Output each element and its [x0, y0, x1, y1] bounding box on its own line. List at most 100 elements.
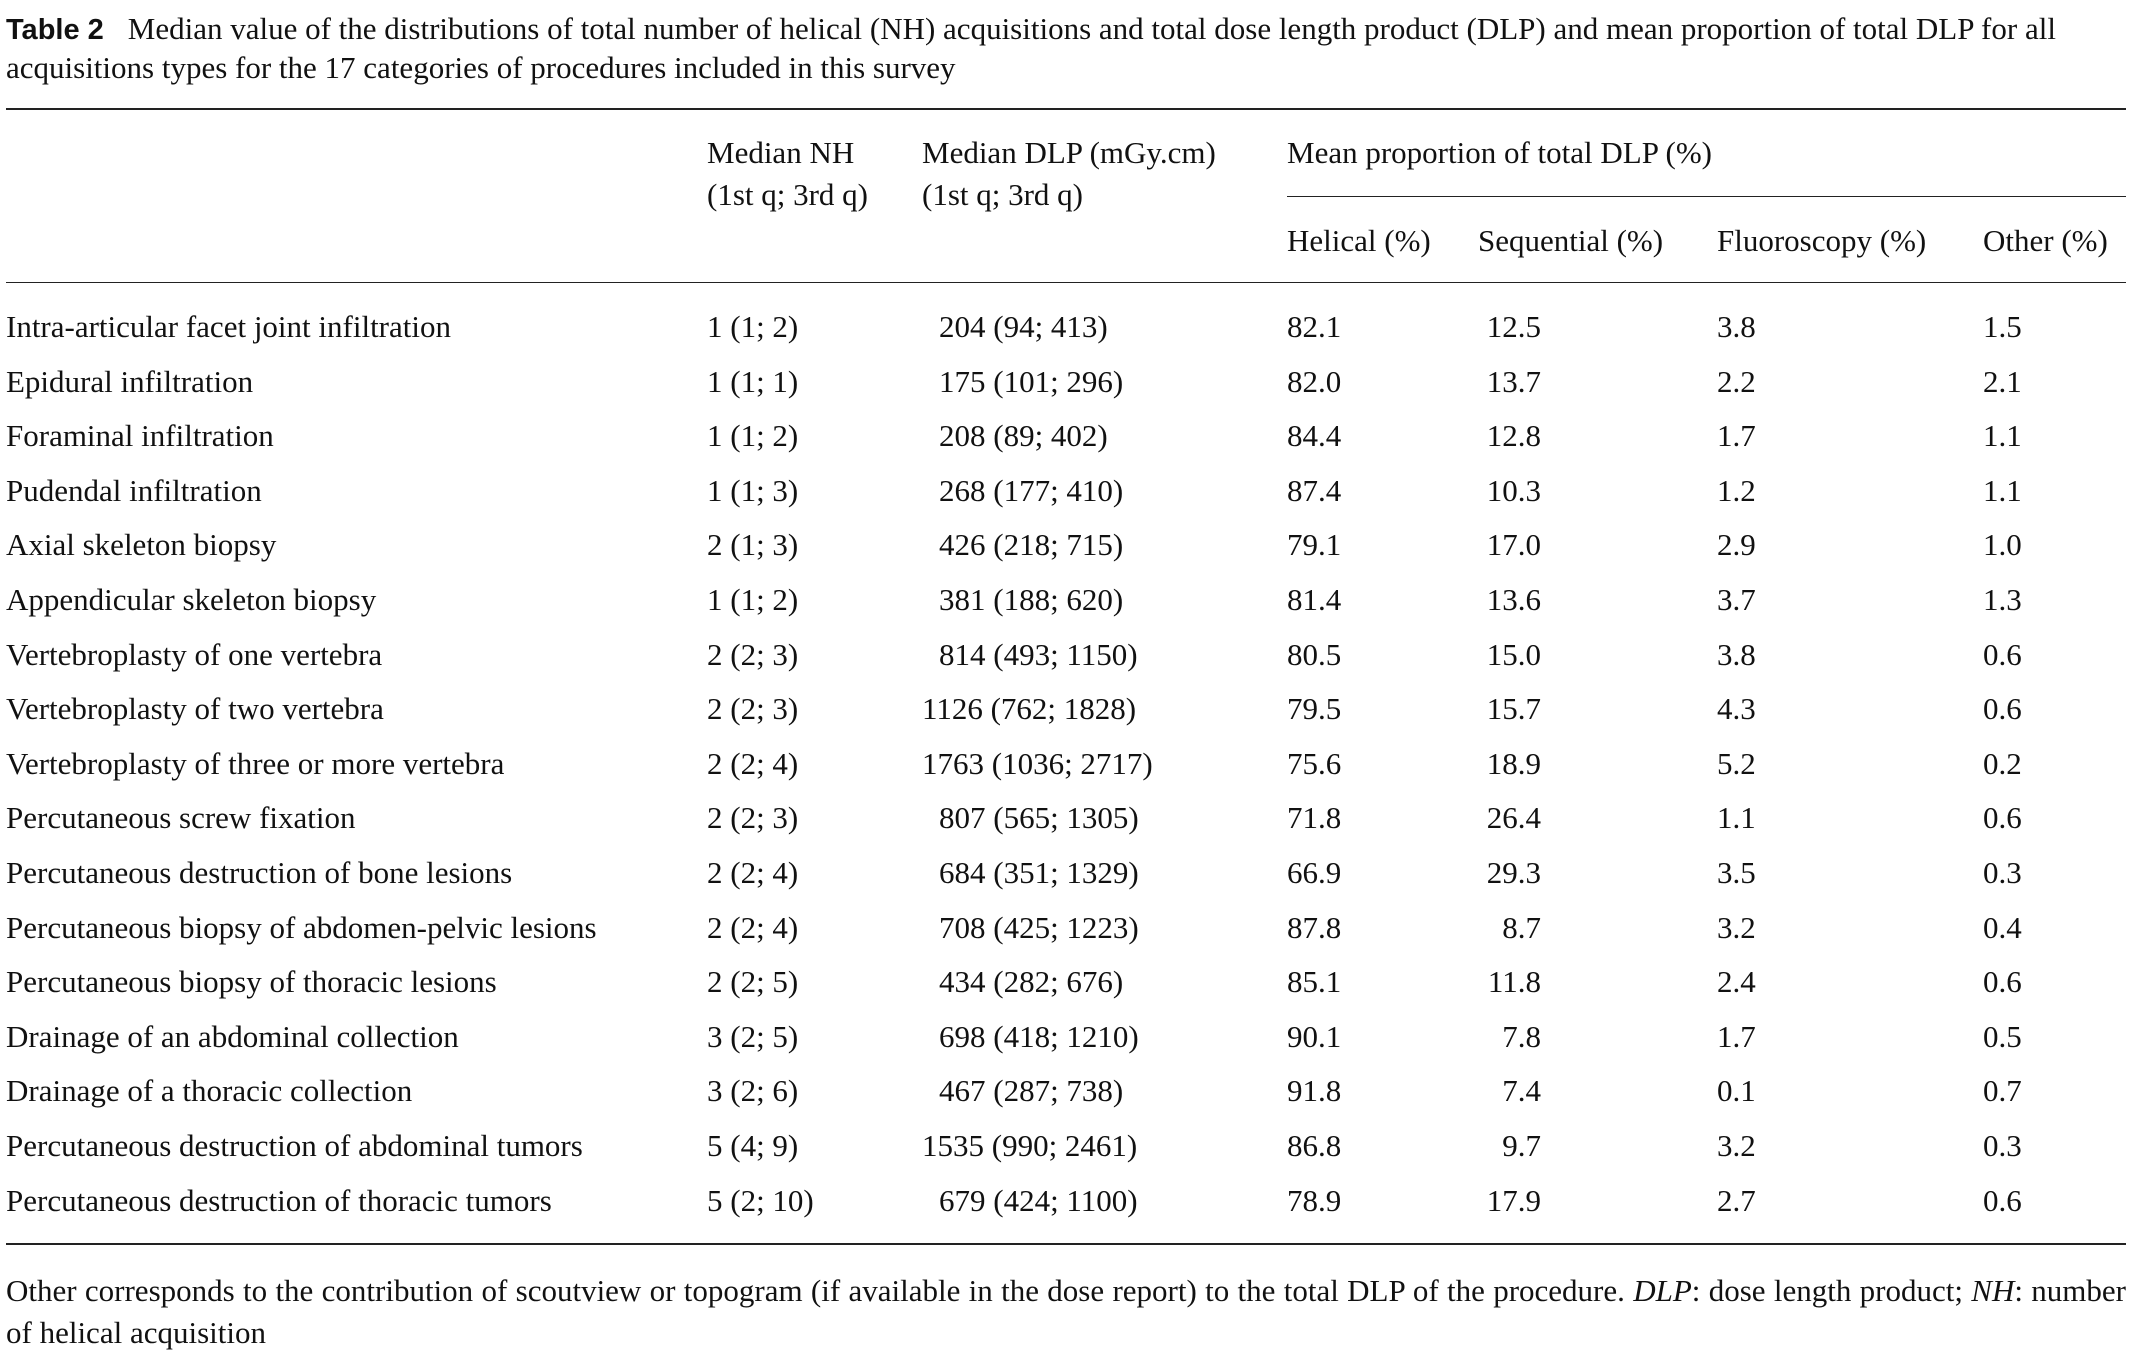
- cell-sequential: 9.7: [1502, 1128, 1541, 1163]
- cell-median-nh: 1 (1; 2): [707, 582, 799, 617]
- cell-other: 0.6: [1983, 1183, 2022, 1218]
- group-rule: [1287, 196, 2126, 197]
- cell-helical: 87.4: [1287, 473, 1342, 508]
- cell-median-nh: 3 (2; 5): [707, 1019, 799, 1054]
- cell-other: 0.5: [1983, 1019, 2022, 1054]
- table-footnote: Other corresponds to the contribution of…: [6, 1270, 2126, 1354]
- footnote-text: Other corresponds to the contribution of…: [6, 1273, 1634, 1308]
- cell-sequential: 7.8: [1502, 1019, 1541, 1054]
- cell-helical: 75.6: [1287, 746, 1342, 781]
- cell-helical: 84.4: [1287, 418, 1342, 453]
- cell-median-nh: 1 (1; 3): [707, 473, 799, 508]
- cell-fluoroscopy: 3.2: [1717, 910, 1756, 945]
- header-median-nh-quartiles: (1st q; 3rd q): [707, 177, 869, 212]
- cell-fluoroscopy: 3.8: [1717, 637, 1756, 672]
- cell-fluoroscopy: 4.3: [1717, 691, 1756, 726]
- cell-median-nh: 5 (4; 9): [707, 1128, 799, 1163]
- header-median-nh: Median NH: [707, 135, 855, 170]
- footnote-nh-def: : number of helical acquisition: [6, 1273, 2127, 1350]
- cell-other: 1.1: [1983, 418, 2022, 453]
- cell-helical: 91.8: [1287, 1073, 1342, 1108]
- cell-median-dlp: 698 (418; 1210): [939, 1019, 1139, 1054]
- cell-procedure: Vertebroplasty of one vertebra: [6, 637, 383, 672]
- top-rule: [6, 108, 2126, 110]
- cell-other: 0.6: [1983, 637, 2022, 672]
- cell-sequential: 7.4: [1502, 1073, 1541, 1108]
- cell-median-nh: 2 (2; 5): [707, 964, 799, 999]
- cell-median-dlp: 1535 (990; 2461): [922, 1128, 1138, 1163]
- header-mean-proportion: Mean proportion of total DLP (%): [1287, 135, 1713, 170]
- cell-median-nh: 1 (1; 2): [707, 418, 799, 453]
- cell-procedure: Percutaneous destruction of bone lesions: [6, 855, 513, 890]
- cell-fluoroscopy: 2.4: [1717, 964, 1756, 999]
- cell-median-dlp: 1126 (762; 1828): [922, 691, 1137, 726]
- cell-fluoroscopy: 3.5: [1717, 855, 1756, 890]
- cell-median-dlp: 467 (287; 738): [939, 1073, 1124, 1108]
- cell-other: 2.1: [1983, 364, 2022, 399]
- cell-fluoroscopy: 1.1: [1717, 800, 1756, 835]
- cell-helical: 78.9: [1287, 1183, 1342, 1218]
- cell-fluoroscopy: 2.7: [1717, 1183, 1756, 1218]
- cell-median-dlp: 268 (177; 410): [939, 473, 1124, 508]
- table-caption: Table 2 Median value of the distributions…: [6, 10, 2126, 87]
- cell-procedure: Percutaneous biopsy of abdomen-pelvic le…: [6, 910, 597, 945]
- cell-fluoroscopy: 1.7: [1717, 1019, 1756, 1054]
- cell-procedure: Percutaneous biopsy of thoracic lesions: [6, 964, 497, 999]
- footnote-nh-abbr: NH: [1971, 1273, 2015, 1308]
- cell-procedure: Percutaneous destruction of thoracic tum…: [6, 1183, 552, 1218]
- footnote-dlp-abbr: DLP: [1633, 1273, 1692, 1308]
- cell-fluoroscopy: 3.2: [1717, 1128, 1756, 1163]
- cell-procedure: Vertebroplasty of two vertebra: [6, 691, 384, 726]
- cell-procedure: Drainage of a thoracic collection: [6, 1073, 413, 1108]
- cell-sequential: 11.8: [1487, 964, 1541, 999]
- caption-text: Median value of the distributions of tot…: [6, 11, 2056, 85]
- cell-fluoroscopy: 1.2: [1717, 473, 1756, 508]
- cell-median-dlp: 684 (351; 1329): [939, 855, 1139, 890]
- cell-fluoroscopy: 0.1: [1717, 1073, 1756, 1108]
- cell-median-dlp: 434 (282; 676): [939, 964, 1124, 999]
- cell-procedure: Percutaneous destruction of abdominal tu…: [6, 1128, 583, 1163]
- cell-sequential: 29.3: [1486, 855, 1541, 890]
- cell-helical: 90.1: [1287, 1019, 1342, 1054]
- cell-helical: 81.4: [1287, 582, 1342, 617]
- header-sequential: Sequential (%): [1478, 223, 1664, 258]
- header-other: Other (%): [1983, 223, 2108, 258]
- cell-other: 0.6: [1983, 691, 2022, 726]
- cell-median-dlp: 1763 (1036; 2717): [922, 746, 1153, 781]
- cell-sequential: 8.7: [1502, 910, 1541, 945]
- cell-median-dlp: 175 (101; 296): [939, 364, 1124, 399]
- cell-sequential: 13.7: [1486, 364, 1541, 399]
- cell-other: 0.2: [1983, 746, 2022, 781]
- cell-procedure: Vertebroplasty of three or more vertebra: [6, 746, 505, 781]
- cell-procedure: Drainage of an abdominal collection: [6, 1019, 459, 1054]
- cell-sequential: 12.5: [1486, 309, 1541, 344]
- cell-median-dlp: 426 (218; 715): [939, 527, 1124, 562]
- cell-procedure: Foraminal infiltration: [6, 418, 274, 453]
- cell-fluoroscopy: 1.7: [1717, 418, 1756, 453]
- cell-other: 0.7: [1983, 1073, 2022, 1108]
- cell-median-nh: 2 (2; 3): [707, 637, 799, 672]
- cell-fluoroscopy: 5.2: [1717, 746, 1756, 781]
- cell-helical: 79.1: [1287, 527, 1342, 562]
- cell-procedure: Pudendal infiltration: [6, 473, 262, 508]
- cell-other: 1.0: [1983, 527, 2022, 562]
- cell-median-nh: 2 (1; 3): [707, 527, 799, 562]
- cell-procedure: Axial skeleton biopsy: [6, 527, 277, 562]
- cell-median-dlp: 708 (425; 1223): [939, 910, 1139, 945]
- header-median-dlp: Median DLP (mGy.cm): [922, 135, 1216, 170]
- cell-median-dlp: 381 (188; 620): [939, 582, 1124, 617]
- cell-sequential: 15.0: [1486, 637, 1541, 672]
- cell-helical: 87.8: [1287, 910, 1342, 945]
- cell-median-dlp: 807 (565; 1305): [939, 800, 1139, 835]
- bottom-rule: [6, 1243, 2126, 1245]
- cell-procedure: Percutaneous screw fixation: [6, 800, 356, 835]
- cell-helical: 85.1: [1287, 964, 1342, 999]
- cell-helical: 71.8: [1287, 800, 1342, 835]
- cell-helical: 82.1: [1287, 309, 1342, 344]
- cell-sequential: 13.6: [1486, 582, 1541, 617]
- cell-median-nh: 2 (2; 3): [707, 691, 799, 726]
- cell-median-nh: 1 (1; 2): [707, 309, 799, 344]
- header-fluoroscopy: Fluoroscopy (%): [1717, 223, 1927, 258]
- cell-other: 1.3: [1983, 582, 2022, 617]
- cell-sequential: 10.3: [1486, 473, 1541, 508]
